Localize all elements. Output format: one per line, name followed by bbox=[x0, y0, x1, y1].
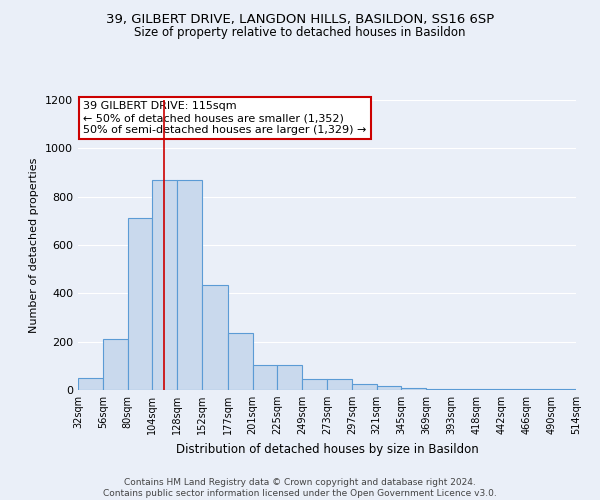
Bar bbox=[426, 389, 451, 390]
Bar bbox=[152, 180, 177, 390]
Bar bbox=[551, 389, 576, 390]
Bar bbox=[327, 379, 352, 390]
Bar bbox=[253, 364, 277, 390]
Text: Contains HM Land Registry data © Crown copyright and database right 2024.
Contai: Contains HM Land Registry data © Crown c… bbox=[103, 478, 497, 498]
Bar bbox=[352, 384, 377, 390]
Bar bbox=[302, 379, 327, 390]
Text: Size of property relative to detached houses in Basildon: Size of property relative to detached ho… bbox=[134, 26, 466, 39]
Bar bbox=[477, 389, 502, 390]
Bar bbox=[526, 389, 551, 390]
Bar bbox=[103, 339, 128, 390]
Bar bbox=[401, 388, 426, 390]
Bar bbox=[228, 333, 253, 390]
Text: 39 GILBERT DRIVE: 115sqm
← 50% of detached houses are smaller (1,352)
50% of sem: 39 GILBERT DRIVE: 115sqm ← 50% of detach… bbox=[83, 102, 367, 134]
Text: 39, GILBERT DRIVE, LANGDON HILLS, BASILDON, SS16 6SP: 39, GILBERT DRIVE, LANGDON HILLS, BASILD… bbox=[106, 12, 494, 26]
Bar bbox=[451, 389, 477, 390]
Y-axis label: Number of detached properties: Number of detached properties bbox=[29, 158, 40, 332]
Bar bbox=[78, 378, 103, 390]
Bar bbox=[202, 285, 228, 390]
Bar bbox=[128, 218, 152, 390]
Bar bbox=[377, 386, 401, 390]
Bar bbox=[277, 364, 302, 390]
X-axis label: Distribution of detached houses by size in Basildon: Distribution of detached houses by size … bbox=[176, 442, 478, 456]
Bar bbox=[502, 389, 526, 390]
Bar bbox=[177, 180, 202, 390]
